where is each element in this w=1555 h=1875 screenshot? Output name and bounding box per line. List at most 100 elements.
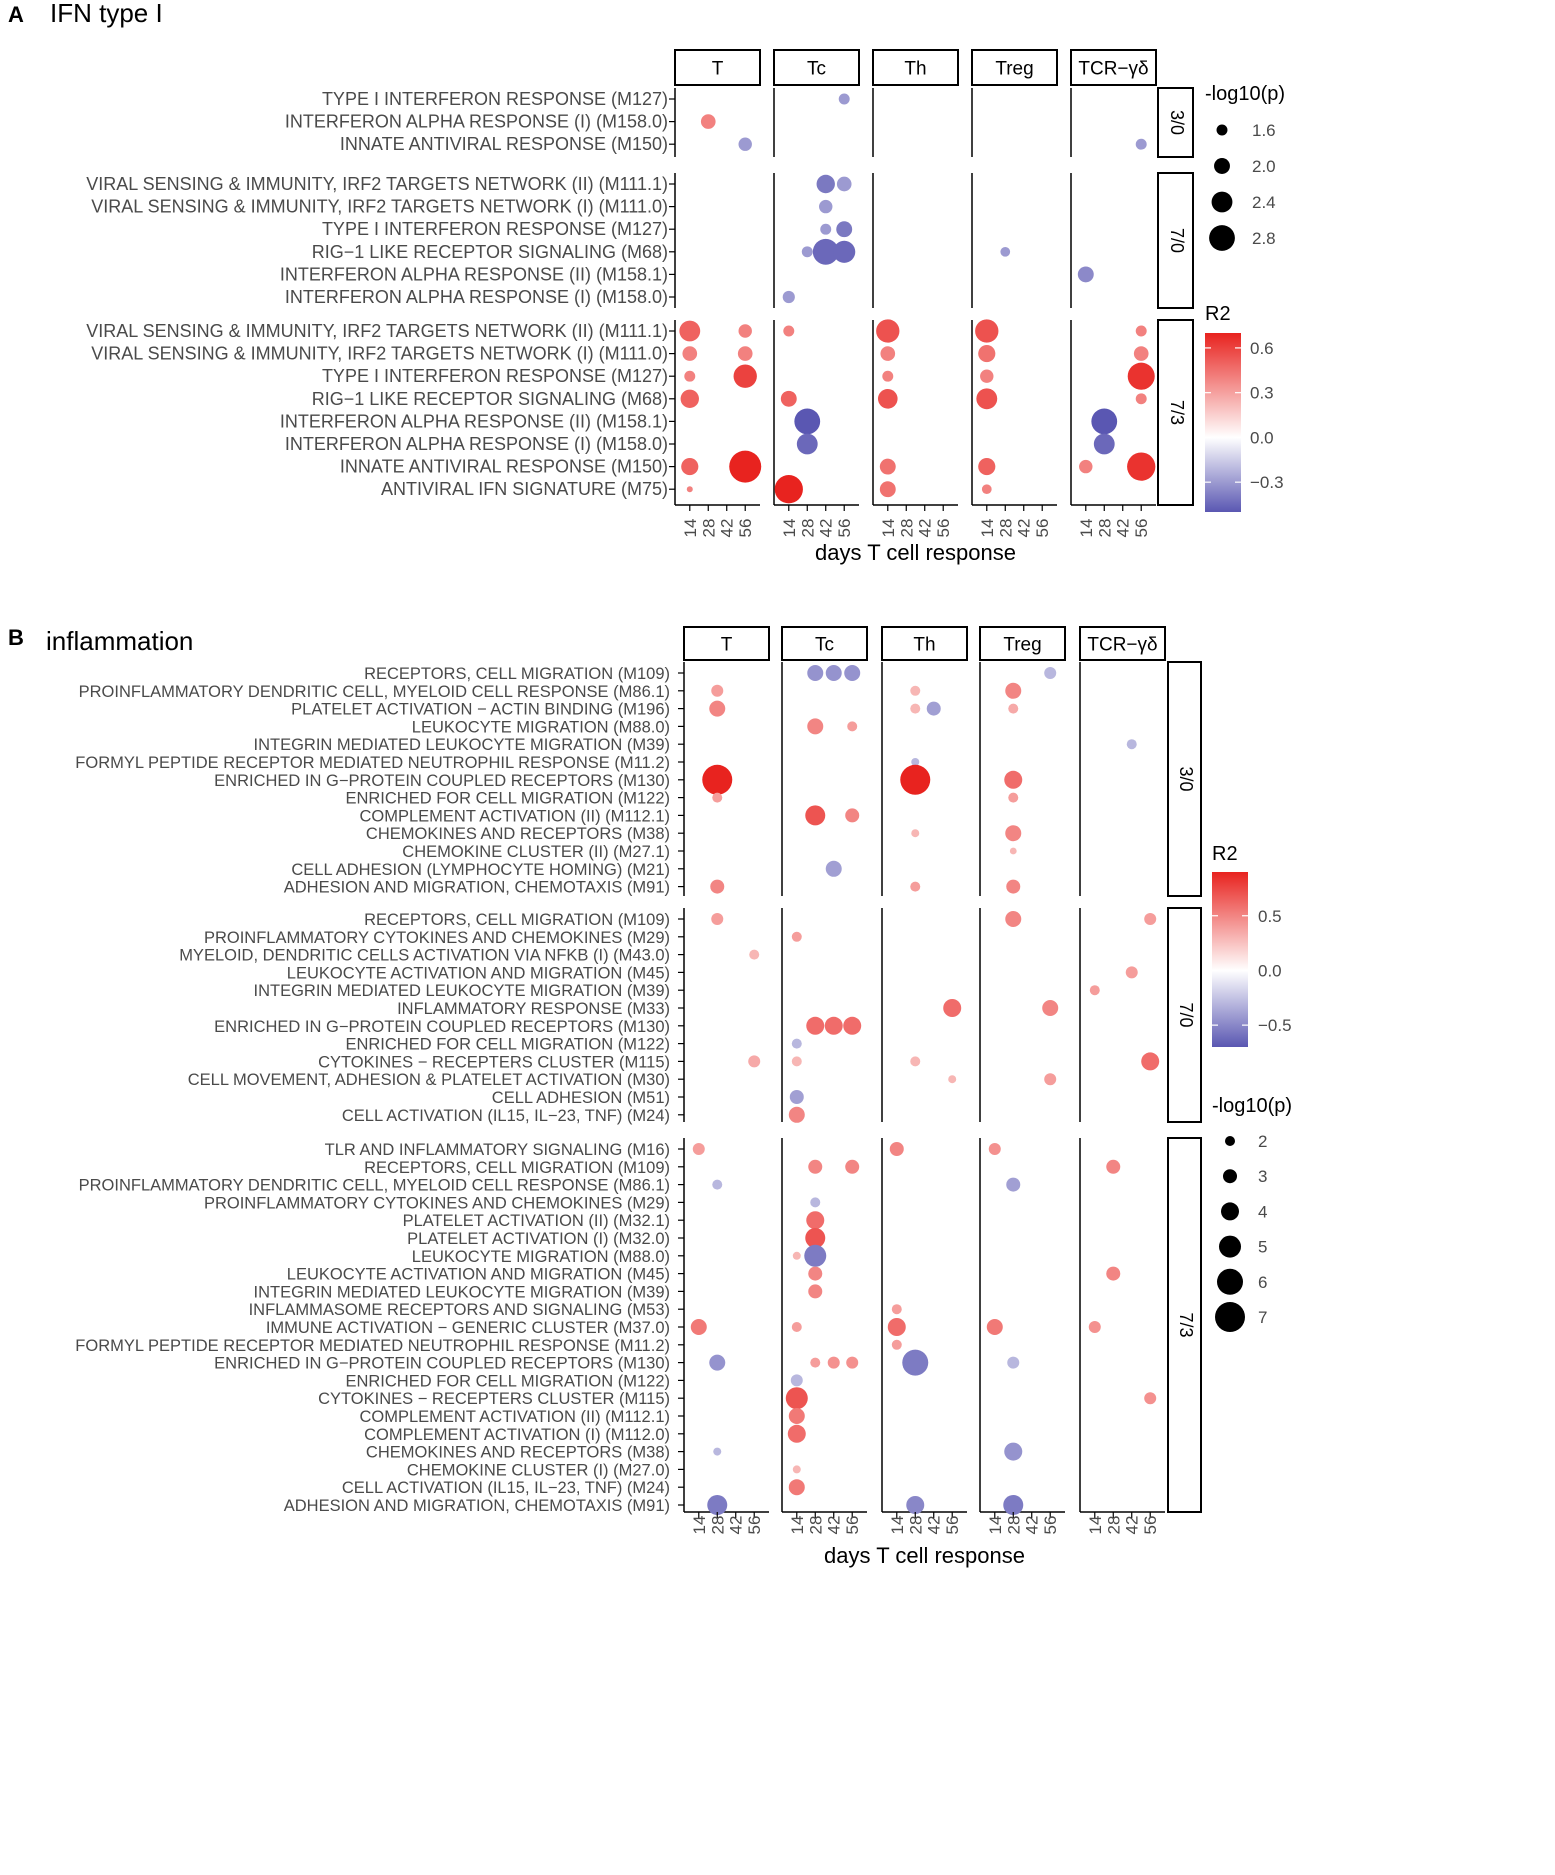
y-tick-label: ENRICHED FOR CELL MIGRATION (M122)	[345, 1036, 670, 1054]
data-point	[847, 721, 858, 732]
data-point	[1133, 346, 1149, 361]
data-point	[838, 93, 850, 105]
y-tick-label: COMPLEMENT ACTIVATION (II) (M112.1)	[360, 1408, 671, 1426]
size-legend-key	[1216, 124, 1228, 136]
color-legend-label: 0.6	[1250, 339, 1274, 358]
color-legend-label: 0.0	[1250, 428, 1274, 447]
x-tick-label: 42	[1123, 1516, 1142, 1535]
x-tick-label: 28	[1095, 519, 1114, 538]
data-point	[782, 290, 795, 304]
data-point	[806, 1016, 825, 1035]
y-tick-label: INTEGRIN MEDIATED LEUKOCYTE MIGRATION (M…	[253, 736, 670, 754]
y-tick-label: COMPLEMENT ACTIVATION (I) (M112.0)	[364, 1426, 670, 1444]
size-legend-key	[1214, 158, 1230, 174]
y-tick-label: LEUKOCYTE MIGRATION (M88.0)	[412, 718, 670, 736]
facet-label: TCR−γδ	[1087, 635, 1157, 656]
data-point	[1008, 792, 1019, 803]
data-point	[791, 1038, 802, 1049]
row-group-7-0: 7/0 VIRAL SENSING & IMMUNITY, IRF2 TARGET…	[86, 172, 1194, 309]
y-tick-label: RIG−1 LIKE RECEPTOR SIGNALING (M68)	[312, 389, 668, 409]
size-legend-label: 5	[1258, 1238, 1267, 1257]
facet-label: T	[721, 635, 733, 656]
color-legend-bar	[1212, 872, 1248, 1047]
data-point	[1106, 1266, 1121, 1281]
y-tick-label: PLATELET ACTIVATION − ACTIN BINDING (M19…	[291, 701, 670, 719]
facet-strip	[979, 626, 1066, 661]
y-tick-label: INFLAMMATORY RESPONSE (M33)	[397, 1000, 670, 1018]
data-point	[783, 325, 795, 337]
data-point	[1042, 1000, 1059, 1016]
x-tick-label: 28	[806, 1516, 825, 1535]
y-tick-label: TLR AND INFLAMMATORY SIGNALING (M16)	[325, 1141, 670, 1159]
data-point	[679, 320, 701, 342]
data-point	[827, 1356, 840, 1369]
facet-label: Treg	[1003, 635, 1041, 656]
facet-strip	[674, 49, 761, 86]
size-legend-label: 2	[1258, 1132, 1267, 1151]
data-point	[729, 450, 762, 483]
data-point	[1126, 739, 1137, 750]
data-point	[780, 390, 797, 407]
size-legend-label: 4	[1258, 1202, 1267, 1221]
row-strip-label: 3/0	[1167, 110, 1187, 135]
data-point	[805, 805, 826, 826]
data-point	[980, 369, 994, 383]
facet-strip	[1070, 49, 1157, 86]
data-point	[877, 388, 898, 409]
size-legend-title: -log10(p)	[1212, 1095, 1292, 1117]
data-point	[843, 1016, 862, 1035]
data-point	[978, 345, 996, 363]
data-point	[682, 346, 698, 361]
data-point	[748, 1055, 761, 1068]
x-axis-title: days T cell response	[824, 1543, 1025, 1568]
data-point	[1125, 966, 1138, 979]
y-tick-label: TYPE I INTERFERON RESPONSE (M127)	[322, 89, 668, 109]
color-legend-title: R2	[1212, 843, 1238, 865]
y-tick-label: PROINFLAMMATORY DENDRITIC CELL, MYELOID …	[79, 1177, 670, 1195]
y-tick-label: RECEPTORS, CELL MIGRATION (M109)	[364, 911, 670, 929]
data-point	[978, 458, 996, 476]
data-point	[880, 346, 896, 361]
data-point	[1144, 913, 1157, 925]
y-tick-label: CHEMOKINE CLUSTER (II) (M27.1)	[402, 843, 670, 861]
data-point	[804, 1244, 827, 1267]
data-point	[808, 1266, 823, 1281]
data-point	[711, 913, 724, 925]
panel-title: IFN type I	[50, 0, 163, 28]
size-legend-key	[1215, 1302, 1245, 1332]
data-point	[1005, 911, 1022, 927]
y-tick-label: RIG−1 LIKE RECEPTOR SIGNALING (M68)	[312, 242, 668, 262]
y-tick-label: PROINFLAMMATORY CYTOKINES AND CHEMOKINES…	[204, 1194, 670, 1212]
data-point	[789, 1090, 804, 1104]
y-tick-label: PROINFLAMMATORY DENDRITIC CELL, MYELOID …	[79, 683, 670, 701]
data-point	[910, 685, 921, 696]
data-point	[807, 718, 824, 735]
size-legend-key	[1211, 191, 1233, 213]
panel-label: B	[8, 625, 24, 650]
y-tick-label: VIRAL SENSING & IMMUNITY, IRF2 TARGETS N…	[91, 344, 668, 364]
data-point	[824, 1016, 843, 1035]
data-point	[791, 1322, 802, 1332]
y-tick-label: MYELOID, DENDRITIC CELLS ACTIVATION VIA …	[179, 947, 670, 965]
row-strip	[1167, 907, 1202, 1123]
size-legend-label: 2.4	[1252, 193, 1276, 212]
size-legend-key	[1217, 1268, 1243, 1295]
data-point	[790, 1374, 803, 1387]
y-tick-label: IMMUNE ACTIVATION − GENERIC CLUSTER (M37…	[266, 1319, 670, 1337]
data-point	[711, 684, 724, 697]
data-point	[733, 364, 757, 388]
data-point	[1008, 703, 1019, 714]
row-group-3-0: 3/0 RECEPTORS, CELL MIGRATION (M109)PROIN…	[75, 661, 1202, 897]
y-tick-label: VIRAL SENSING & IMMUNITY, IRF2 TARGETS N…	[91, 197, 668, 217]
y-tick-label: RECEPTORS, CELL MIGRATION (M109)	[364, 665, 670, 683]
data-point	[806, 1211, 825, 1230]
data-point	[712, 792, 723, 803]
data-point	[788, 1479, 805, 1496]
data-point	[846, 1356, 859, 1369]
data-point	[902, 1349, 929, 1376]
x-axis-title: days T cell response	[815, 540, 1016, 565]
x-tick-label: 28	[699, 519, 718, 538]
data-point	[1141, 1052, 1160, 1071]
data-point	[801, 246, 813, 258]
y-tick-label: TYPE I INTERFERON RESPONSE (M127)	[322, 366, 668, 386]
